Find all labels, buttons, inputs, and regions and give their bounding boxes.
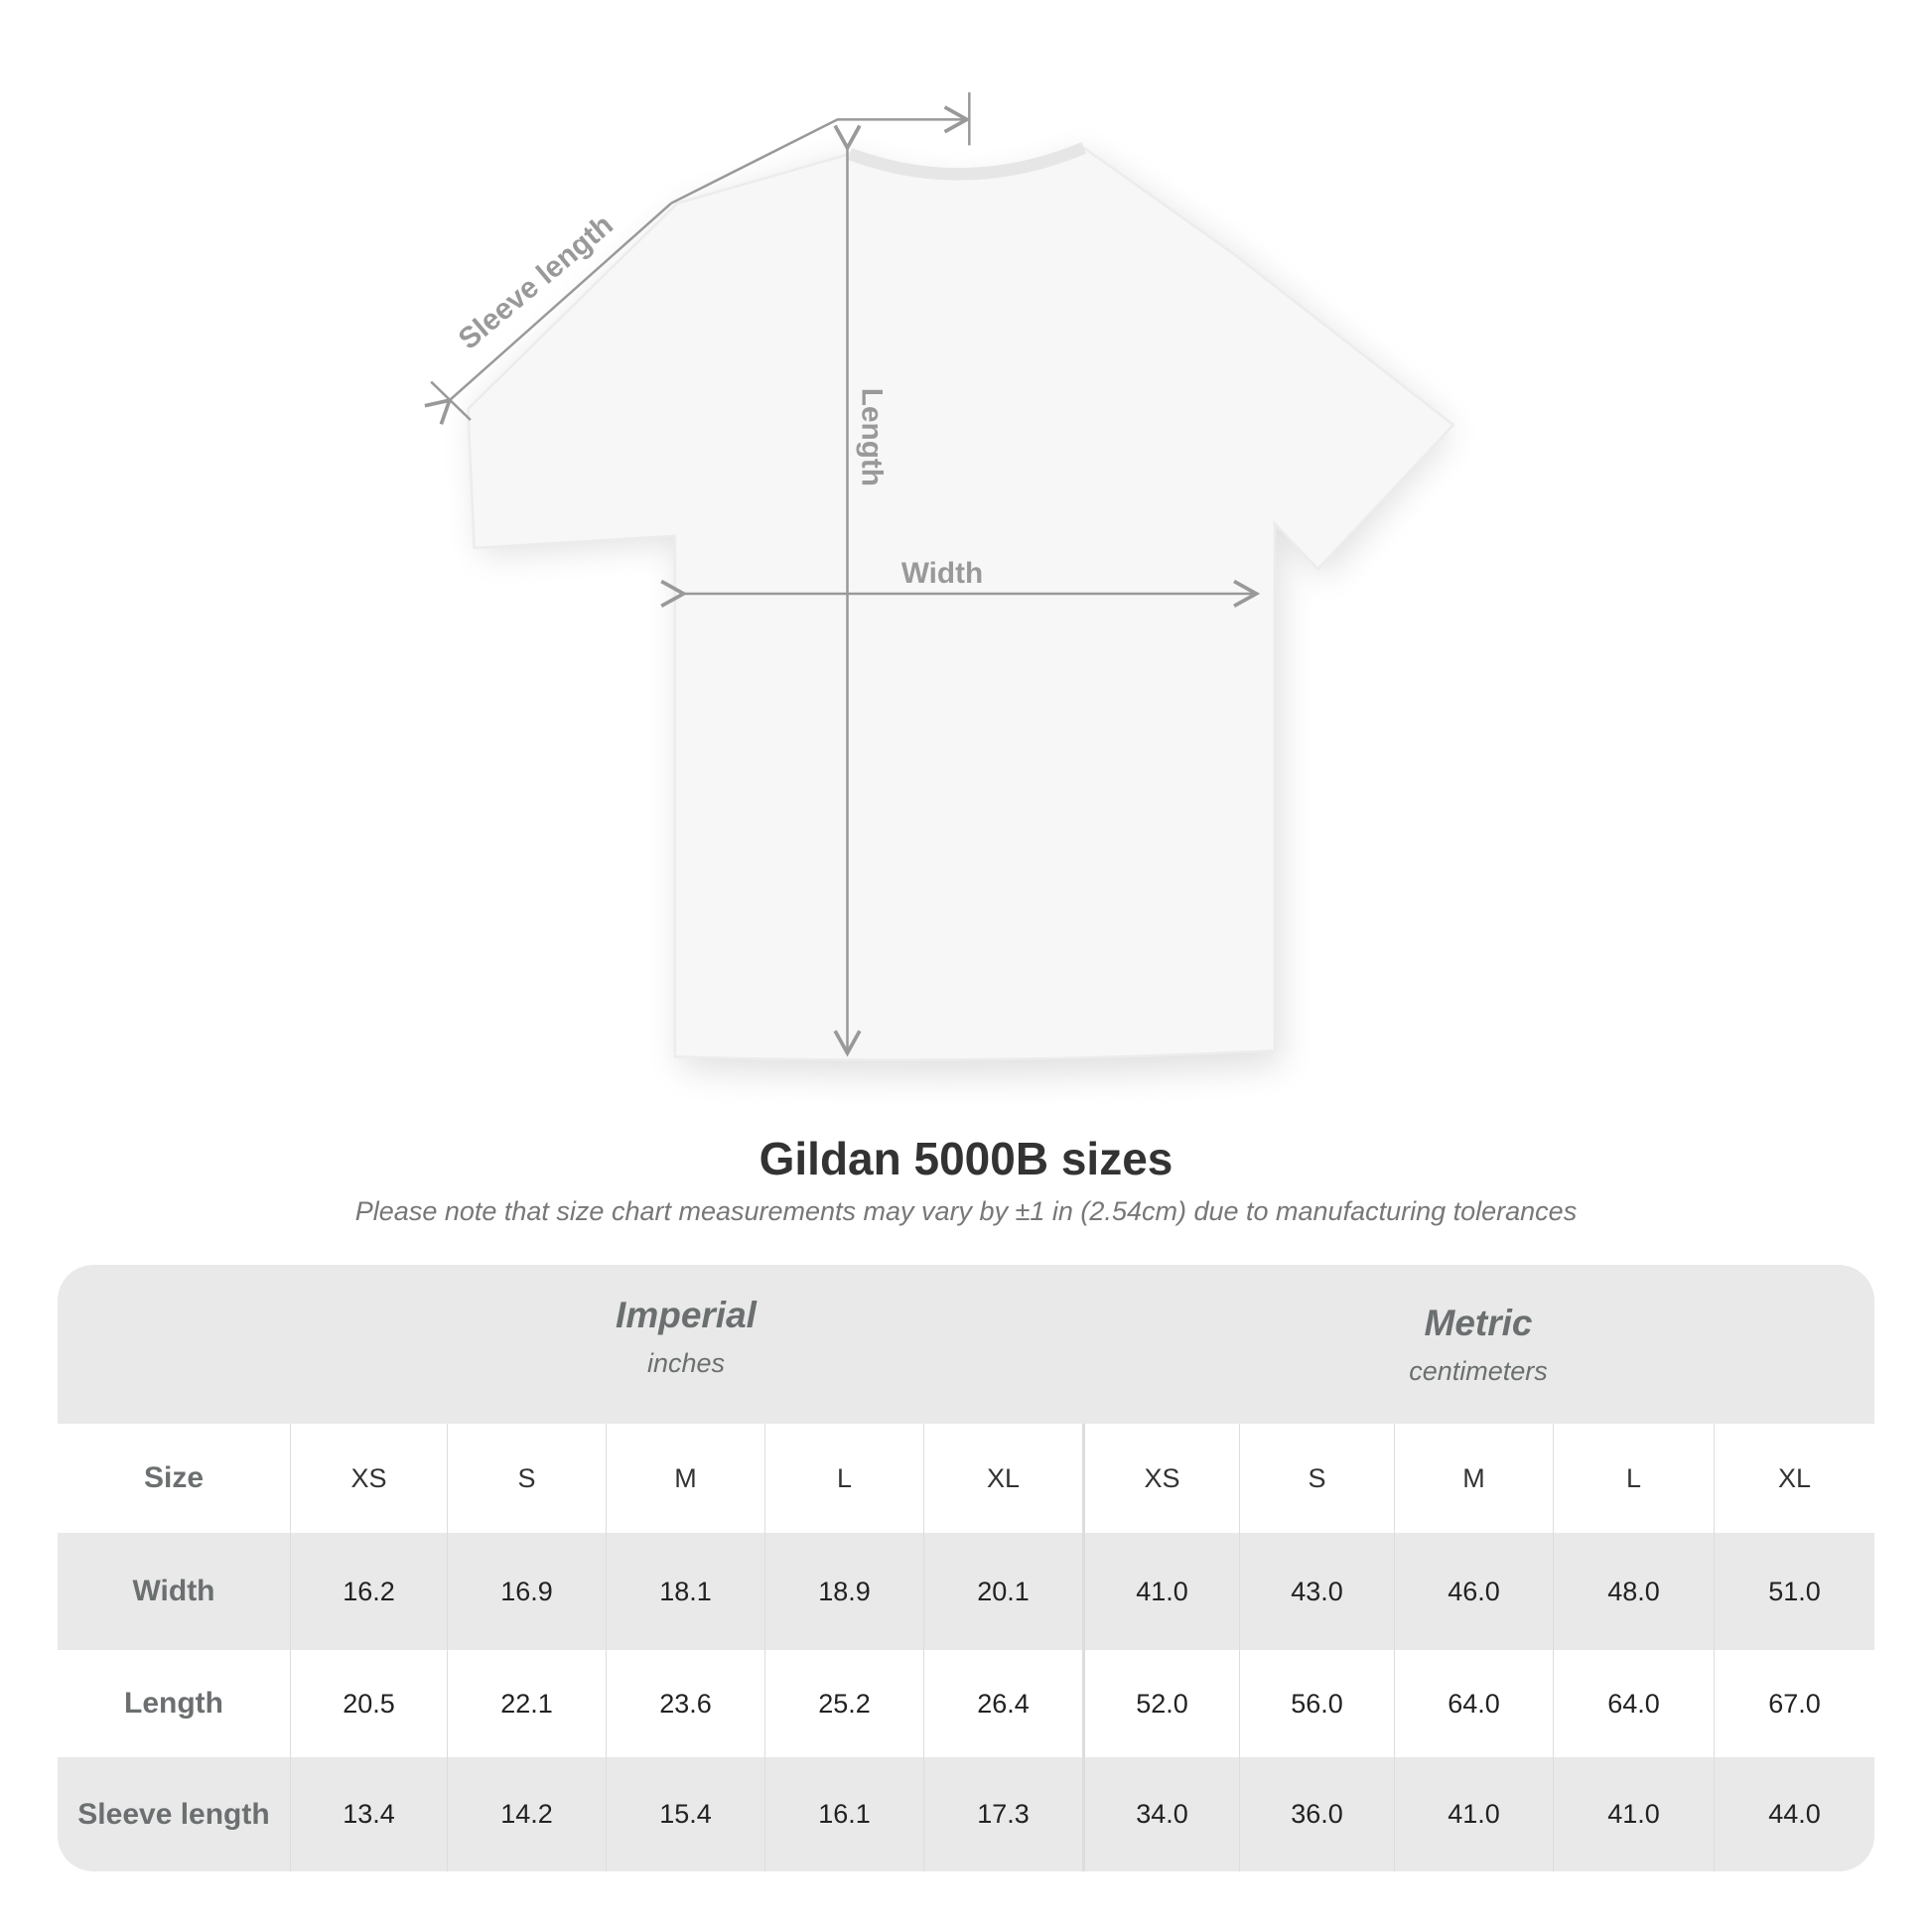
imperial-label: Imperial [616,1295,757,1335]
row-label: Length [124,1687,223,1720]
table-cell: 52.0 [1082,1650,1239,1757]
size-label: S [1239,1424,1394,1533]
table-cell: 13.4 [290,1757,447,1871]
table-cell: 67.0 [1714,1650,1874,1757]
table-cell: 18.1 [606,1533,764,1650]
size-label: S [447,1424,606,1533]
table-cell: 23.6 [606,1650,764,1757]
table-cell: 43.0 [1239,1533,1394,1650]
table-cell: 17.3 [923,1757,1082,1871]
table-cell: 46.0 [1394,1533,1553,1650]
table-cell: 56.0 [1239,1650,1394,1757]
table-cell: 41.0 [1553,1757,1714,1871]
metric-label: Metric [1424,1303,1533,1343]
page-title: Gildan 5000B sizes [759,1133,1173,1184]
imperial-unit: inches [646,1348,726,1378]
size-header-row: Size XS S M L XL XS S M L XL [58,1424,1874,1533]
table-cell: 64.0 [1553,1650,1714,1757]
table-cell: 36.0 [1239,1757,1394,1871]
table-cell: 25.2 [764,1650,923,1757]
size-label: XL [923,1424,1082,1533]
table-cell: 64.0 [1394,1650,1553,1757]
table-cell: 44.0 [1714,1757,1874,1871]
table-cell: 22.1 [447,1650,606,1757]
table-cell: 16.9 [447,1533,606,1650]
size-header: Size [143,1461,205,1494]
metric-header: Metric centimeters [1082,1265,1874,1461]
table-cell: 16.2 [290,1533,447,1650]
table-cell: 20.5 [290,1650,447,1757]
table-cell: 14.2 [447,1757,606,1871]
row-label: Width [132,1575,215,1607]
imperial-header: Imperial inches [290,1265,1082,1453]
tshirt-shape [467,146,1455,1061]
size-label: XS [290,1424,447,1533]
table-cell: 26.4 [923,1650,1082,1757]
table-cell: 34.0 [1082,1757,1239,1871]
table-cell: 48.0 [1553,1533,1714,1650]
size-table: Imperial inches Metric centimeters Size X… [58,1265,1874,1871]
size-label: XL [1714,1424,1874,1533]
size-label: L [764,1424,923,1533]
table-row: Width 16.2 16.9 18.1 18.9 20.1 41.0 43.0 46.0 48.… [58,1533,1874,1650]
table-row: Length 20.5 22.1 23.6 25.2 26.4 52.0 56.0 64.0 64… [58,1650,1874,1757]
size-label: M [606,1424,764,1533]
table-cell: 51.0 [1714,1533,1874,1650]
metric-unit: centimeters [1409,1356,1548,1386]
table-cell: 16.1 [764,1757,923,1871]
size-label: L [1553,1424,1714,1533]
table-cell: 15.4 [606,1757,764,1871]
length-label: Length [855,388,888,486]
table-row: Sleeve length 13.4 14.2 15.4 16.1 17.3 34.0 36.… [58,1757,1874,1871]
table-cell: 20.1 [923,1533,1082,1650]
table-cell: 41.0 [1082,1533,1239,1650]
size-label: XS [1082,1424,1239,1533]
page-subtitle: Please note that size chart measurements… [354,1196,1578,1226]
width-label: Width [901,557,983,590]
tshirt-diagram: Sleeve length Length Width [424,92,1455,1076]
row-label: Sleeve length [77,1797,270,1831]
table-cell: 41.0 [1394,1757,1553,1871]
size-label: M [1394,1424,1553,1533]
table-cell: 18.9 [764,1533,923,1650]
